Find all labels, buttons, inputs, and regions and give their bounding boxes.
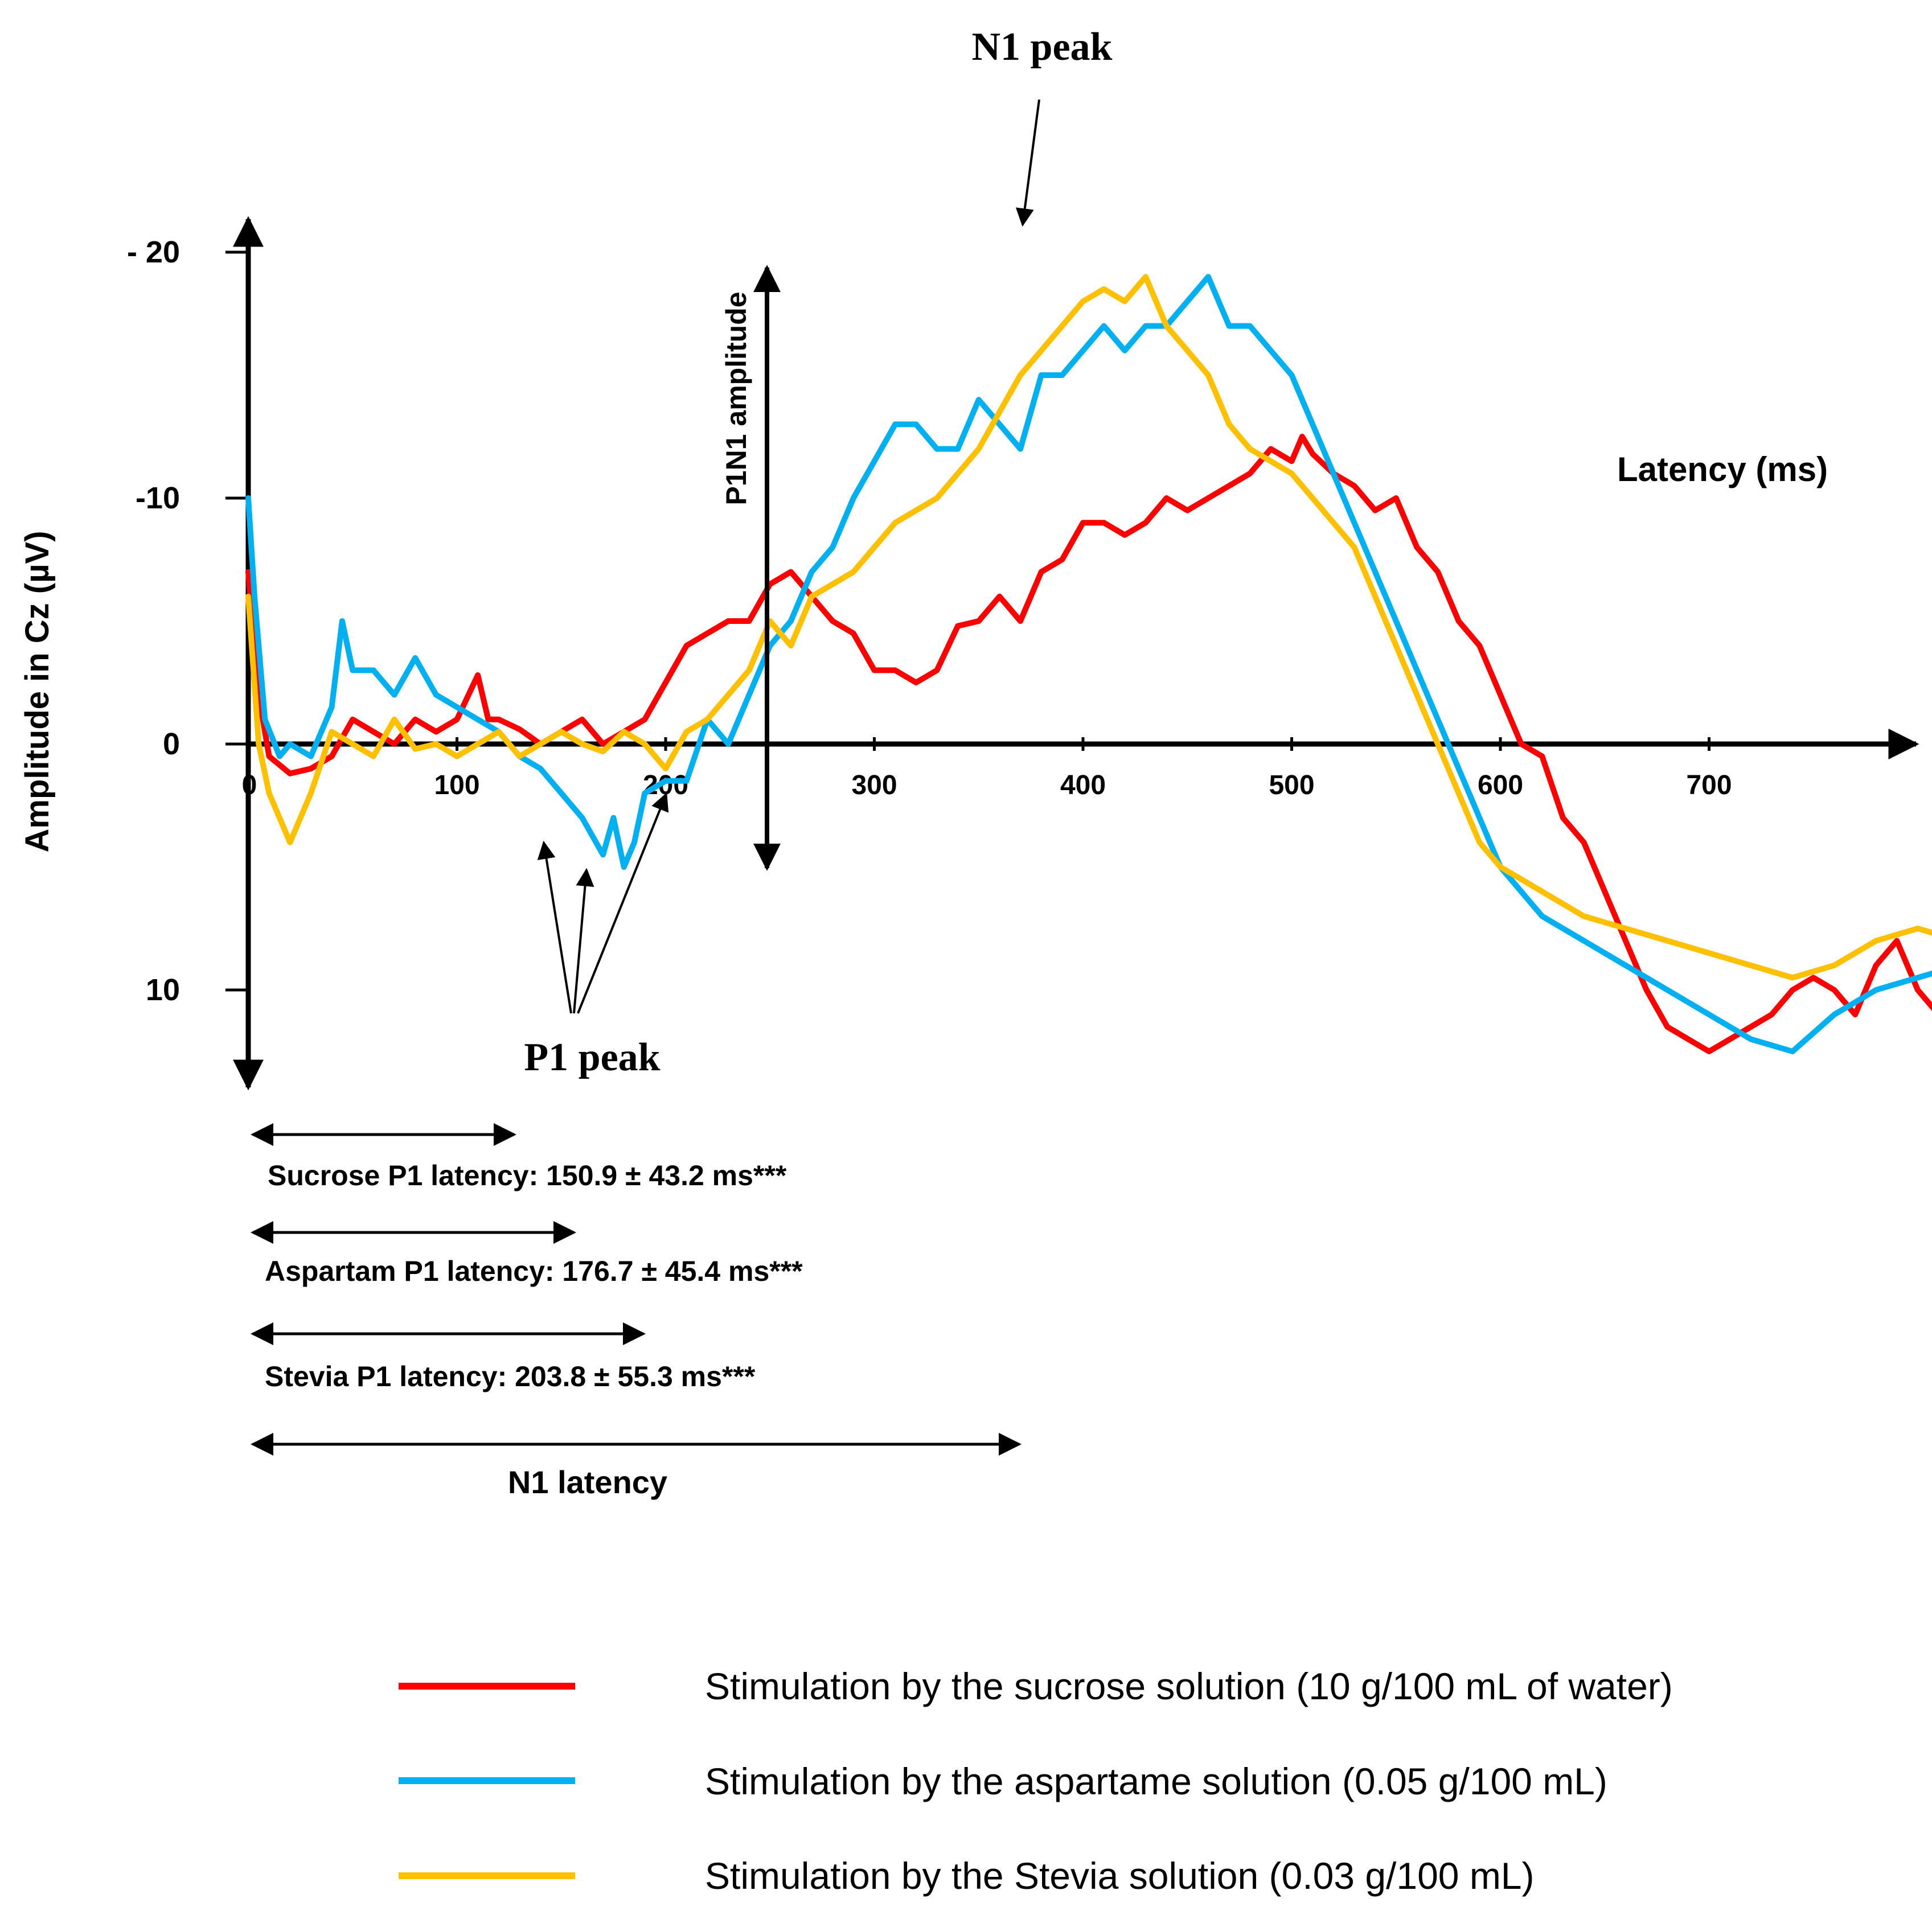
x-tick-label: 700 (1686, 770, 1732, 800)
p1-peak-arrow-2 (573, 868, 594, 1014)
aspartam-latency-label: Aspartam P1 latency: 176.7 ± 45.4 ms*** (265, 1255, 803, 1287)
series-lines (245, 274, 1932, 1054)
p1-peak-arrow-1 (537, 840, 572, 1014)
annotation-p1-peak: P1 peak (524, 1035, 660, 1079)
n1-latency-label: N1 latency (508, 1464, 667, 1500)
series-line-0 (245, 434, 1932, 1054)
stevia-latency-label: Stevia P1 latency: 203.8 ± 55.3 ms*** (265, 1361, 756, 1392)
legend: Stimulation by the sucrose solution (10 … (399, 1665, 1673, 1897)
annotation-p1n1-amplitude: P1N1 amplitude (720, 291, 752, 505)
x-tick-label: 600 (1478, 770, 1523, 800)
x-tick-label: 500 (1269, 770, 1314, 800)
p1-peak-arrow-3 (577, 792, 669, 1014)
y-tick-label: -10 (136, 481, 180, 515)
x-tick-label: 400 (1060, 770, 1106, 800)
legend-label-sucrose: Stimulation by the sucrose solution (10 … (705, 1665, 1673, 1707)
annotation-n1-peak: N1 peak (972, 25, 1113, 69)
sucrose-latency-label: Sucrose P1 latency: 150.9 ± 43.2 ms*** (268, 1160, 787, 1191)
n1-peak-arrow (1015, 99, 1040, 227)
y-tick-label: 10 (146, 973, 180, 1007)
x-tick-label: 300 (851, 770, 897, 800)
y-tick-label: 0 (163, 727, 180, 761)
series-line-1 (245, 274, 1932, 1054)
x-tick-label: 0 (242, 770, 257, 800)
y-axis-label: Amplitude in Cz (µV) (19, 531, 56, 852)
y-tick-label: - 20 (127, 235, 180, 269)
x-axis-label: Latency (ms) (1617, 450, 1828, 488)
series-line-2 (245, 274, 1932, 981)
legend-label-stevia: Stimulation by the Stevia solution (0.03… (705, 1855, 1534, 1897)
legend-label-aspartame: Stimulation by the aspartame solution (0… (705, 1760, 1607, 1802)
x-tick-label: 100 (434, 770, 479, 800)
